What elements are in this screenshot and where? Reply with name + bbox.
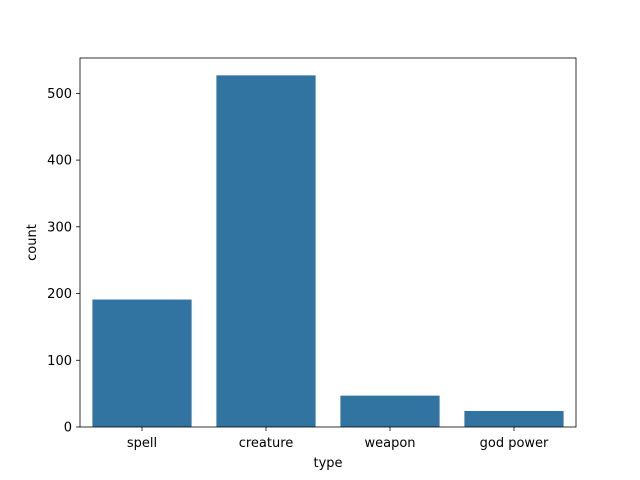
y-axis-label: count: [25, 224, 40, 261]
bars-group: [92, 75, 564, 428]
y-tick-label: 200: [47, 287, 72, 302]
y-tick-label: 100: [47, 354, 72, 369]
x-tick-label: creature: [239, 436, 294, 451]
x-tick-label: weapon: [364, 436, 415, 451]
bar-god-power: [464, 410, 564, 427]
plot-frame: [79, 57, 577, 428]
x-axis-label: type: [313, 456, 342, 471]
y-tick-label: 300: [47, 220, 72, 235]
y-tick-label: 500: [47, 87, 72, 102]
bar-creature: [216, 75, 316, 428]
x-tick-label: spell: [127, 436, 157, 451]
y-tick-label: 0: [64, 421, 72, 436]
x-axis-ticks: spell creature weapon god power: [127, 427, 549, 451]
bar-weapon: [340, 395, 440, 427]
bar-spell: [92, 299, 192, 427]
y-tick-label: 400: [47, 154, 72, 169]
x-tick-label: god power: [480, 436, 549, 451]
y-axis-ticks: 0 100 200 300 400 500: [47, 87, 80, 436]
